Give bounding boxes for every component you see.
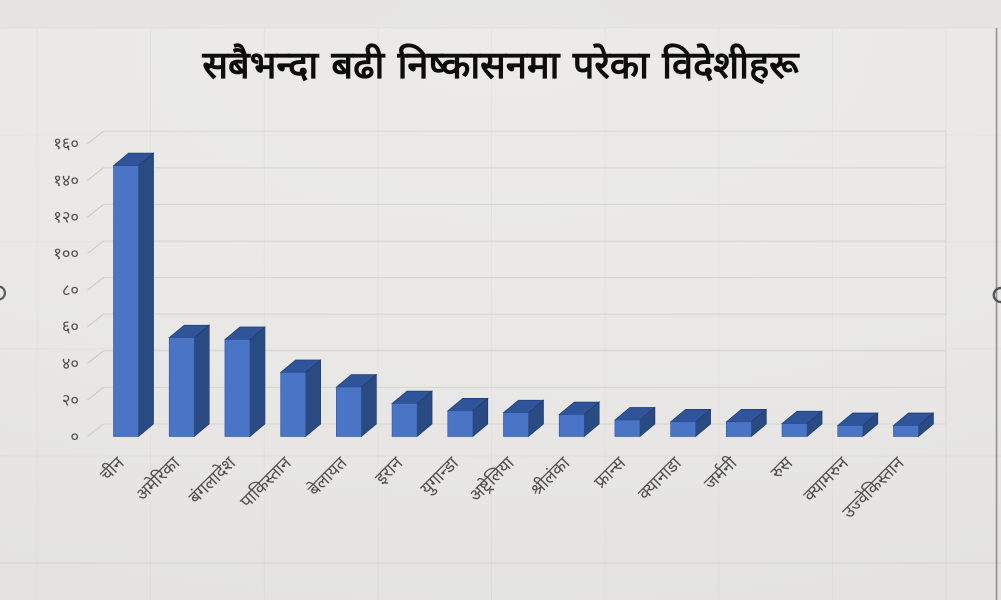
- bar-front-face: [113, 165, 139, 437]
- bar-column-5: [335, 373, 378, 438]
- bar-front-face: [726, 421, 752, 437]
- bar-column-3: [223, 326, 266, 438]
- bar-front-face: [893, 425, 919, 437]
- x-axis-label: पाकिस्तान: [236, 452, 296, 512]
- bar-column-8: [502, 399, 545, 438]
- x-axis-label: बंगलादेश: [184, 452, 240, 508]
- x-axis-labels: चीन अमेरिका बंगलादेशपाकिस्तान बेलायत इरान युग…: [96, 452, 909, 523]
- left-edge-ring-artifact: [0, 285, 6, 301]
- bar-column-12: [725, 408, 768, 438]
- bar-column-14: [836, 412, 879, 438]
- x-axis-label: युगान्डा: [417, 453, 463, 499]
- x-axis-label: रुस: [767, 453, 798, 484]
- bar-front-face: [447, 410, 474, 437]
- bar-side-face: [138, 152, 154, 438]
- bar-side-face: [193, 324, 210, 438]
- y-axis-tick: [87, 423, 104, 437]
- bars: [112, 152, 935, 438]
- top-strip: [0, 0, 1001, 28]
- bar-front-face: [614, 419, 641, 437]
- y-axis-tick-label: ४०: [62, 354, 79, 373]
- bar-front-face: [503, 412, 529, 437]
- y-axis-tick: [87, 277, 104, 291]
- x-axis-label: चीन: [96, 452, 129, 485]
- bar-column-11: [669, 408, 712, 438]
- bar-front-face: [781, 423, 808, 437]
- y-axis-tick-label: ६०: [62, 317, 79, 336]
- y-axis-tick: [87, 350, 104, 364]
- x-axis-label: इरान: [372, 453, 408, 489]
- y-axis-tick: [87, 240, 104, 254]
- x-axis-label: क्यानाडा: [635, 453, 686, 504]
- bar-front-face: [280, 372, 306, 437]
- x-axis-label: बेलायत: [304, 452, 352, 500]
- bar-column-9: [558, 401, 601, 438]
- x-axis-label: अमेरिका: [132, 452, 185, 505]
- y-axis-tick-label: १००: [53, 244, 79, 263]
- right-edge-line: [995, 28, 998, 600]
- bar-column-4: [279, 359, 322, 438]
- y-axis-tick: [87, 386, 104, 401]
- y-axis-tick: [87, 130, 104, 145]
- y-axis-tick-label: ०: [70, 427, 79, 446]
- bar-front-face: [837, 425, 864, 437]
- bar-front-face: [391, 403, 418, 437]
- x-axis-label: उज्वेकिस्तान: [838, 452, 908, 522]
- bar-column-7: [446, 397, 489, 438]
- y-axis-tick-label: २०: [62, 390, 79, 409]
- chart-title: सबैभन्दा बढी निष्कासनमा परेका विदेशीहरू: [202, 42, 799, 87]
- bar-column-6: [391, 390, 434, 438]
- y-axis-tick-label: १२०: [53, 207, 79, 226]
- x-axis-label: श्रीलंका: [526, 452, 574, 500]
- y-axis-tick: [87, 203, 104, 218]
- bar-front-face: [168, 337, 195, 437]
- bar-column-15: [892, 412, 935, 438]
- bar-front-face: [558, 414, 585, 437]
- bar-column-2: [168, 324, 211, 438]
- bar-front-face: [224, 339, 251, 437]
- bar-side-face: [249, 326, 266, 438]
- y-axis-tick-label: ८०: [62, 281, 79, 300]
- y-axis-tick: [87, 313, 104, 328]
- bar-column-10: [613, 406, 656, 438]
- y-axis-tick-label: १६०: [53, 134, 79, 153]
- bar-front-face: [670, 421, 696, 437]
- x-axis-label: जर्मनी: [700, 452, 742, 494]
- x-axis-label: क्यामरुन: [800, 453, 853, 506]
- x-axis-label: फ्रान्स: [591, 453, 631, 493]
- bar-column-13: [781, 410, 823, 438]
- y-axis-tick: [87, 167, 104, 181]
- y-axis-tick-label: १४०: [53, 171, 79, 190]
- bar-column-1: [112, 152, 155, 438]
- bar-front-face: [336, 386, 362, 437]
- bar-side-face: [305, 359, 321, 438]
